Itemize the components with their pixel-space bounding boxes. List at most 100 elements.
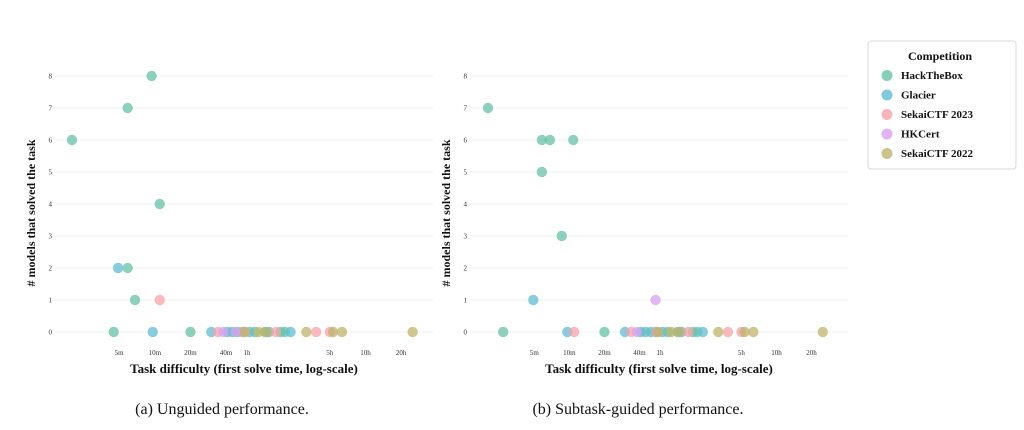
data-point [674, 326, 685, 338]
data-point [310, 326, 322, 338]
y-tick-label: 1 [49, 297, 53, 305]
legend-entry-label: SekaiCTF 2023 [901, 109, 974, 121]
panel-caption: (b) Subtask-guided performance. [532, 401, 743, 418]
x-tick-label: 5m [115, 349, 125, 357]
y-tick-label: 7 [464, 105, 468, 113]
y-tick-label: 8 [49, 73, 53, 81]
data-point [336, 326, 348, 338]
y-tick-label: 0 [464, 329, 468, 337]
x-tick-label: 1h [657, 349, 665, 357]
y-tick-label: 6 [464, 137, 468, 145]
y-tick-label: 3 [49, 233, 53, 241]
x-tick-label: 40m [220, 349, 233, 357]
data-point [631, 326, 643, 338]
data-point [568, 134, 579, 146]
x-tick-label: 20h [396, 349, 407, 357]
legend-marker [881, 109, 893, 120]
data-point [261, 326, 272, 338]
x-axis-label: Task difficulty (first solve time, log-s… [545, 361, 773, 376]
y-tick-label: 5 [464, 169, 468, 177]
data-point [327, 326, 339, 338]
legend-entry-label: SekaiCTF 2022 [901, 148, 974, 160]
data-point [122, 262, 133, 274]
data-point [407, 326, 418, 338]
y-tick-label: 2 [49, 265, 53, 273]
y-tick-label: 5 [49, 169, 53, 177]
x-tick-label: 5h [326, 349, 334, 357]
x-tick-label: 20m [598, 349, 611, 357]
y-tick-label: 4 [49, 201, 53, 209]
y-tick-label: 4 [464, 201, 468, 209]
data-point [482, 102, 494, 114]
y-tick-label: 1 [464, 297, 468, 305]
data-point [748, 326, 759, 338]
data-point [544, 134, 556, 146]
data-point [240, 326, 251, 338]
data-point [713, 326, 724, 338]
y-tick-label: 7 [49, 105, 53, 113]
legend-marker [881, 128, 893, 140]
legend-title: Competition [908, 49, 972, 63]
data-point [230, 326, 241, 338]
x-tick-label: 20m [184, 349, 197, 357]
data-point [147, 326, 158, 338]
data-point [722, 326, 734, 338]
data-point [666, 326, 677, 338]
data-point [146, 70, 157, 82]
data-point [599, 326, 610, 338]
data-point [697, 326, 709, 338]
y-axis-label: # models that solved the task [439, 139, 453, 286]
data-point [285, 326, 296, 338]
x-tick-label: 20h [806, 349, 817, 357]
x-tick-label: 1h [244, 349, 252, 357]
data-point [122, 102, 133, 114]
x-tick-label: 5h [738, 349, 746, 357]
x-tick-label: 5m [530, 349, 540, 357]
data-point [270, 326, 281, 338]
y-tick-label: 8 [464, 73, 468, 81]
legend-entry-label: HackTheBox [901, 70, 963, 82]
data-point [108, 326, 119, 338]
x-tick-label: 10m [563, 349, 576, 357]
data-point [528, 294, 539, 306]
x-axis-label: Task difficulty (first solve time, log-s… [130, 361, 358, 376]
data-point [112, 262, 124, 274]
legend-marker [881, 148, 893, 159]
data-point [185, 326, 196, 338]
data-point [497, 326, 509, 338]
y-tick-label: 2 [464, 265, 468, 273]
data-point [569, 326, 580, 338]
x-tick-label: 10m [149, 349, 162, 357]
data-point [66, 134, 78, 146]
data-point [536, 134, 548, 146]
panel-caption: (a) Unguided performance. [135, 401, 309, 418]
data-point [253, 326, 264, 338]
x-tick-label: 40m [633, 349, 646, 357]
panel-unguided: 0 1 2 3 4 5 6 7 8 5m 10m 20m 40m 1h 5h 10h 20h Task diffi… [24, 70, 433, 418]
data-point [739, 326, 750, 338]
legend-entry-label: HKCert [901, 129, 940, 141]
data-point [301, 326, 312, 338]
y-tick-label: 3 [464, 233, 468, 241]
y-tick-label: 6 [49, 137, 53, 145]
legend-entry-label: Glacier [901, 90, 936, 102]
data-point [129, 294, 141, 306]
data-point [817, 326, 828, 338]
x-tick-label: 10h [360, 349, 371, 357]
data-point [154, 294, 165, 306]
legend-marker [881, 70, 893, 81]
legend-marker [881, 89, 893, 101]
panel-subtask-guided: 0 1 2 3 4 5 6 7 8 5m 10m 20m 40m 1h 5h 10h 20h Task diffi… [439, 73, 848, 418]
data-point [683, 326, 694, 338]
data-point [650, 294, 661, 306]
data-point [653, 326, 664, 338]
legend: Competition HackTheBox Glacier SekaiCTF 202… [867, 40, 1017, 170]
data-point [154, 198, 165, 210]
data-point [556, 230, 567, 242]
data-point [218, 326, 229, 338]
y-axis-label: # models that solved the task [24, 139, 38, 286]
data-point [536, 166, 548, 178]
legend-box [867, 40, 1017, 170]
x-tick-label: 10h [771, 349, 782, 357]
